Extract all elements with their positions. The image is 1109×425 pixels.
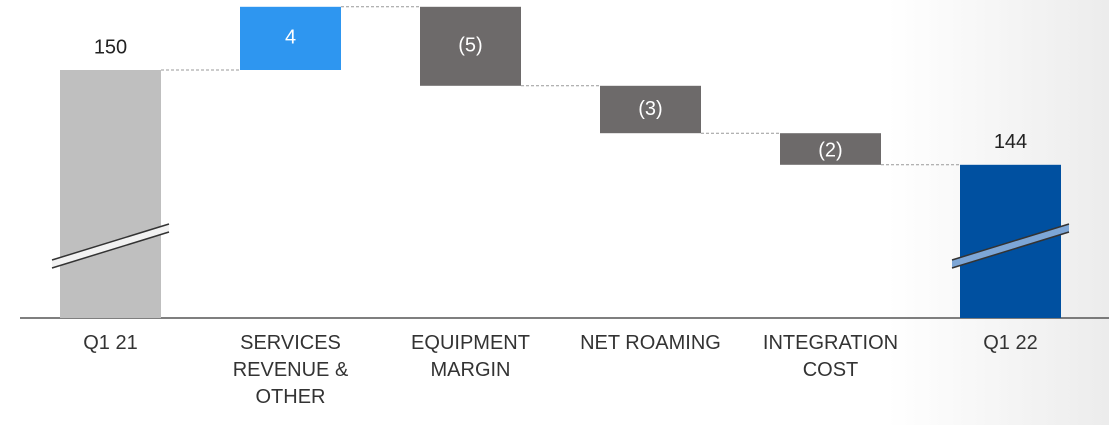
x-tick-label: SERVICES REVENUE & OTHER	[232, 332, 349, 408]
x-tick-label: EQUIPMENT MARGIN	[411, 332, 530, 381]
axis-break	[952, 224, 1069, 268]
value-label: (5)	[458, 35, 482, 57]
axis-break	[52, 224, 169, 268]
x-tick-label: Q1 22	[983, 332, 1038, 354]
bar	[420, 6, 521, 86]
value-label: (2)	[818, 139, 842, 161]
bar	[240, 6, 341, 71]
bar	[60, 70, 161, 318]
axis-break-line	[951, 223, 1070, 261]
x-tick-label: Q1 21	[83, 332, 138, 354]
x-tick-label: INTEGRATION COST	[762, 332, 899, 381]
axis-break-line	[51, 231, 170, 269]
bar	[780, 133, 881, 165]
value-label: 4	[285, 27, 296, 49]
axis-break-line	[51, 223, 170, 261]
bar	[600, 85, 701, 134]
value-label: (3)	[638, 98, 662, 120]
value-label: 144	[994, 131, 1027, 153]
x-tick-label: NET ROAMING	[580, 332, 721, 354]
axis-break-line	[951, 231, 1070, 269]
value-label: 150	[94, 36, 127, 58]
